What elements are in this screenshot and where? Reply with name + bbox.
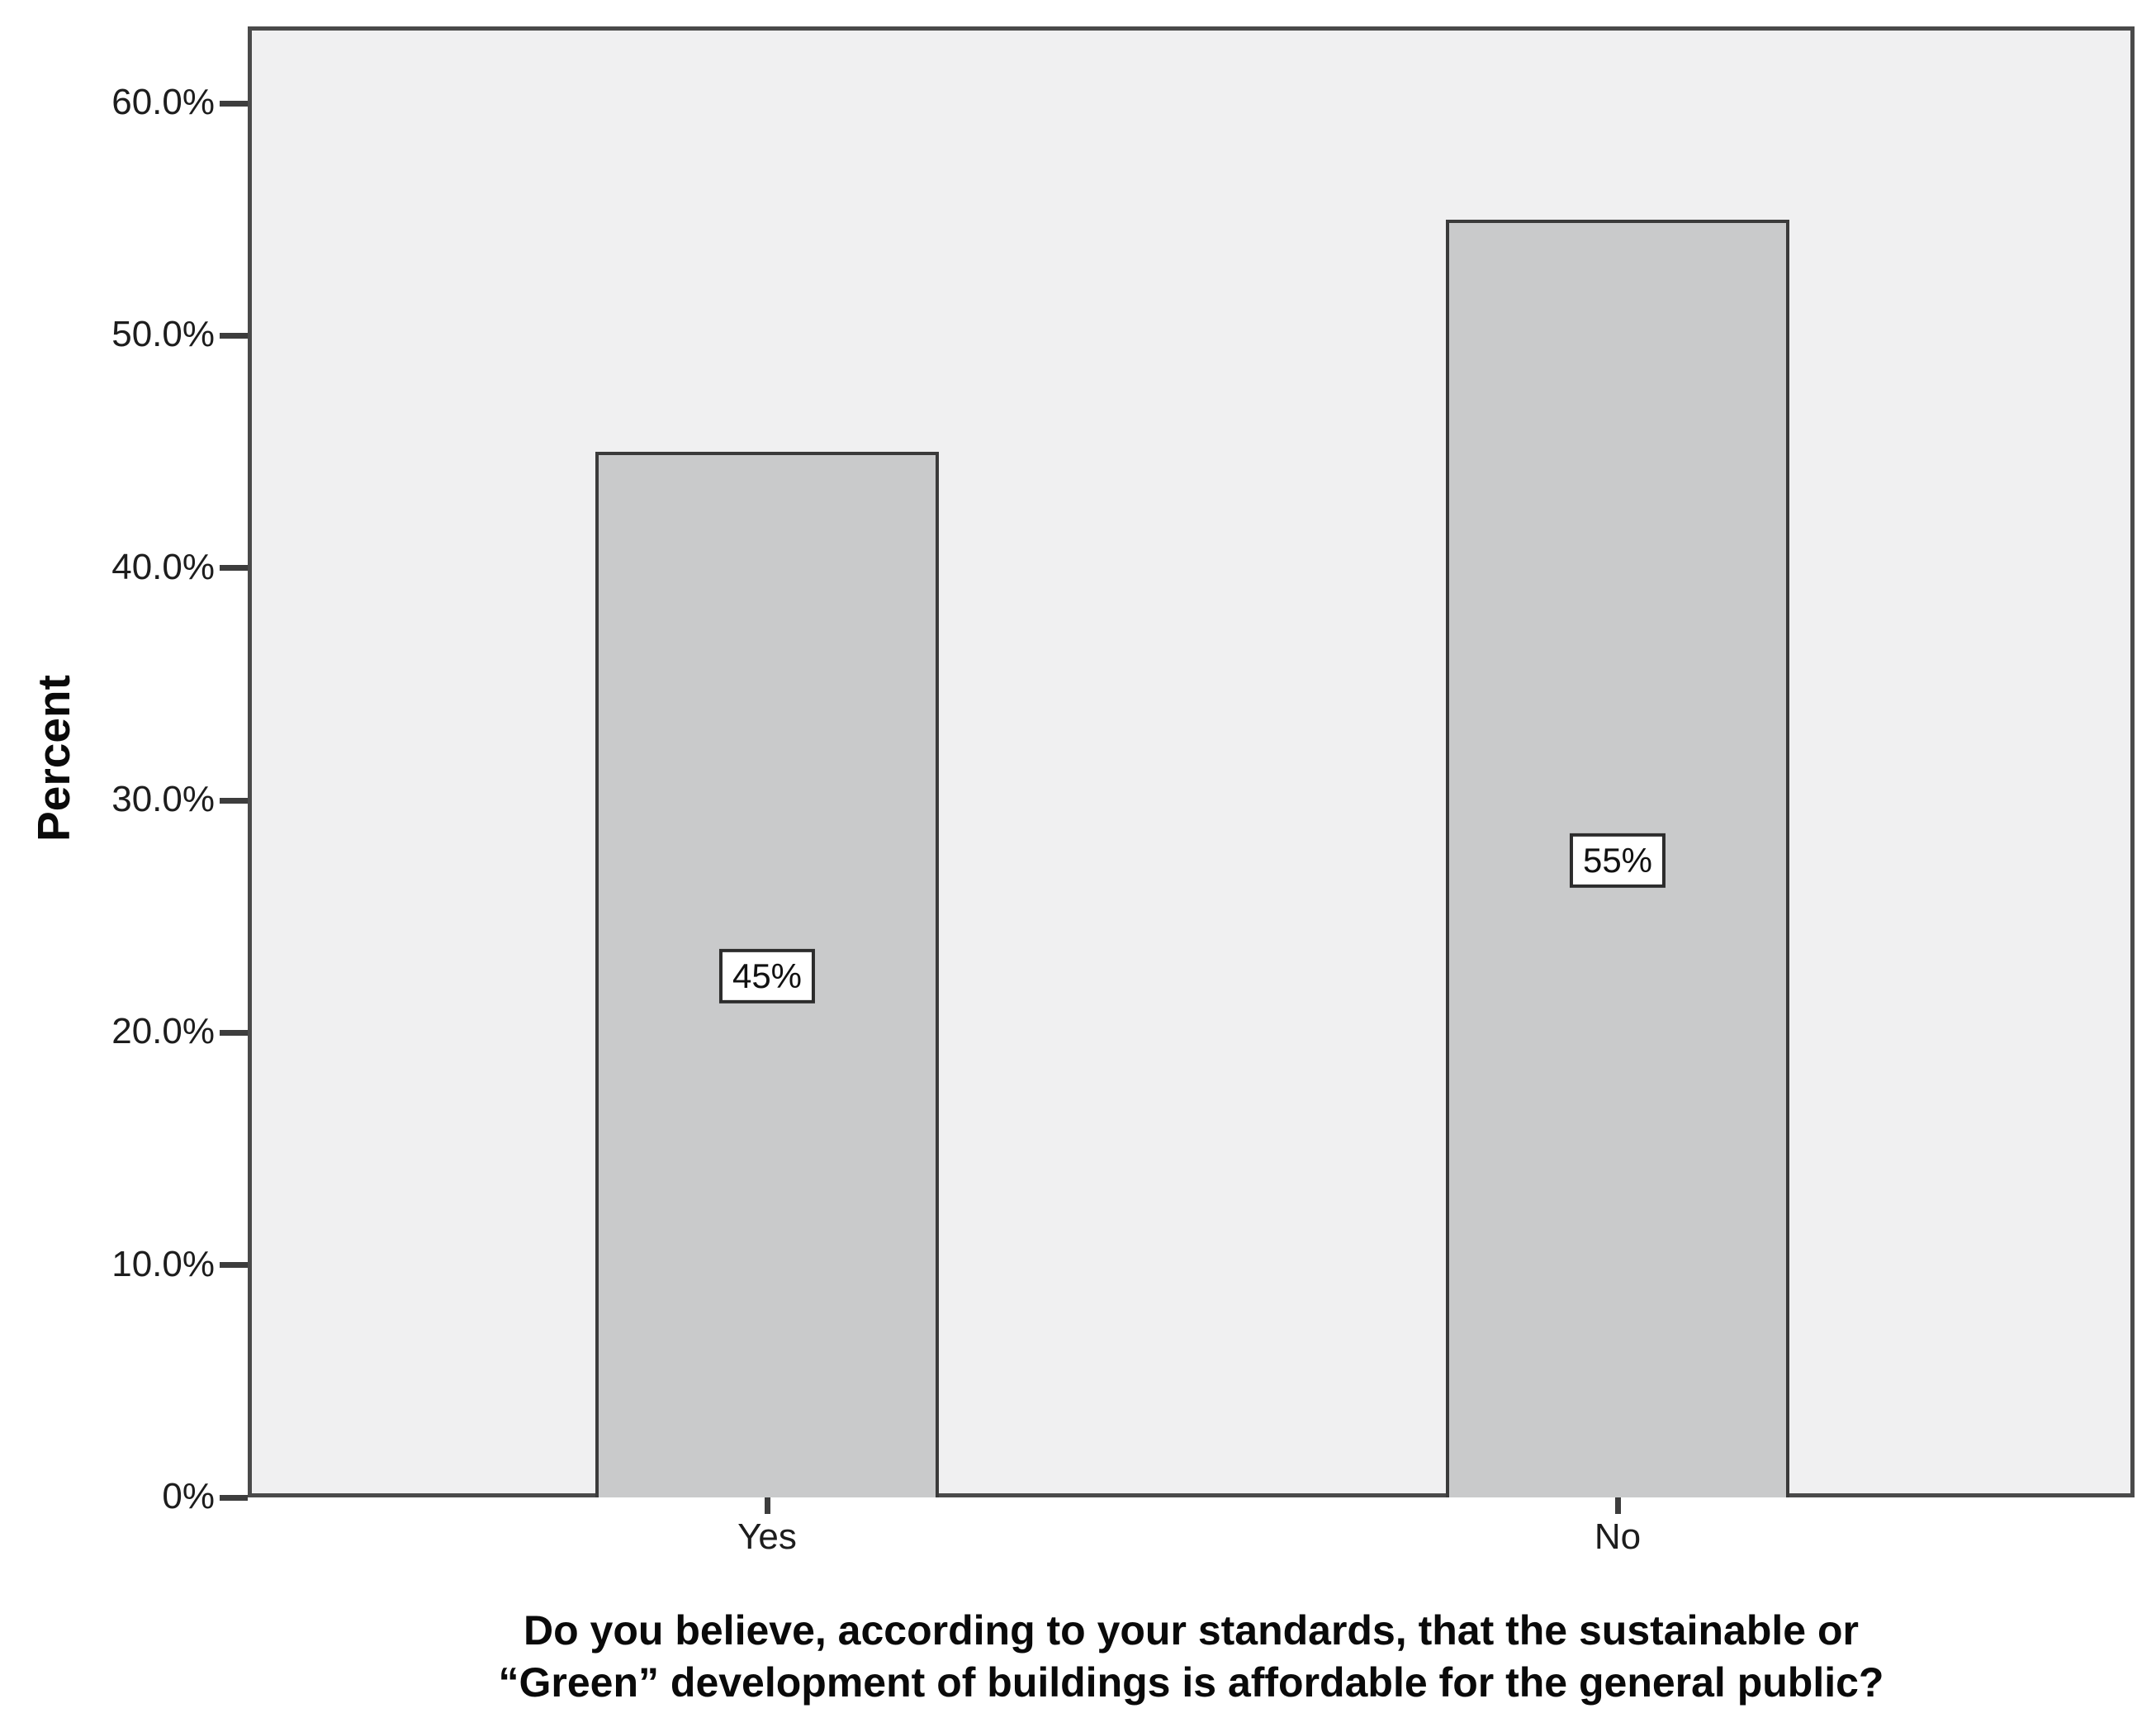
x-axis-title-line-1: Do you believe, according to your standa…	[524, 1607, 1859, 1654]
y-tick-mark	[220, 1494, 248, 1501]
bar-value-label: 55%	[1569, 833, 1666, 888]
y-tick-mark	[220, 1029, 248, 1036]
x-axis-title-line-2: “Green” development of buildings is affo…	[498, 1659, 1884, 1706]
y-tick-label: 60.0%	[111, 82, 215, 122]
plot-area	[248, 26, 2135, 1497]
bar-yes: 45%	[595, 452, 939, 1497]
y-tick-label: 40.0%	[111, 546, 215, 587]
x-tick-mark	[764, 1497, 770, 1514]
y-tick-label: 10.0%	[111, 1243, 215, 1284]
y-tick-mark	[220, 565, 248, 572]
x-axis-title: Do you believe, according to your standa…	[248, 1605, 2135, 1709]
y-tick-label: 30.0%	[111, 779, 215, 819]
y-axis-title: Percent	[28, 675, 79, 842]
y-tick-label: 20.0%	[111, 1011, 215, 1052]
y-tick-label: 50.0%	[111, 314, 215, 355]
y-tick-mark	[220, 332, 248, 339]
x-tick-mark	[1614, 1497, 1621, 1514]
y-tick-mark	[220, 100, 248, 107]
bar-no: 55%	[1446, 220, 1789, 1497]
bar-value-label: 45%	[718, 948, 816, 1004]
y-tick-mark	[220, 1262, 248, 1269]
x-tick-label-yes: Yes	[737, 1516, 797, 1557]
y-tick-mark	[220, 797, 248, 804]
y-tick-label: 0%	[162, 1476, 215, 1516]
x-tick-label-no: No	[1594, 1516, 1642, 1557]
